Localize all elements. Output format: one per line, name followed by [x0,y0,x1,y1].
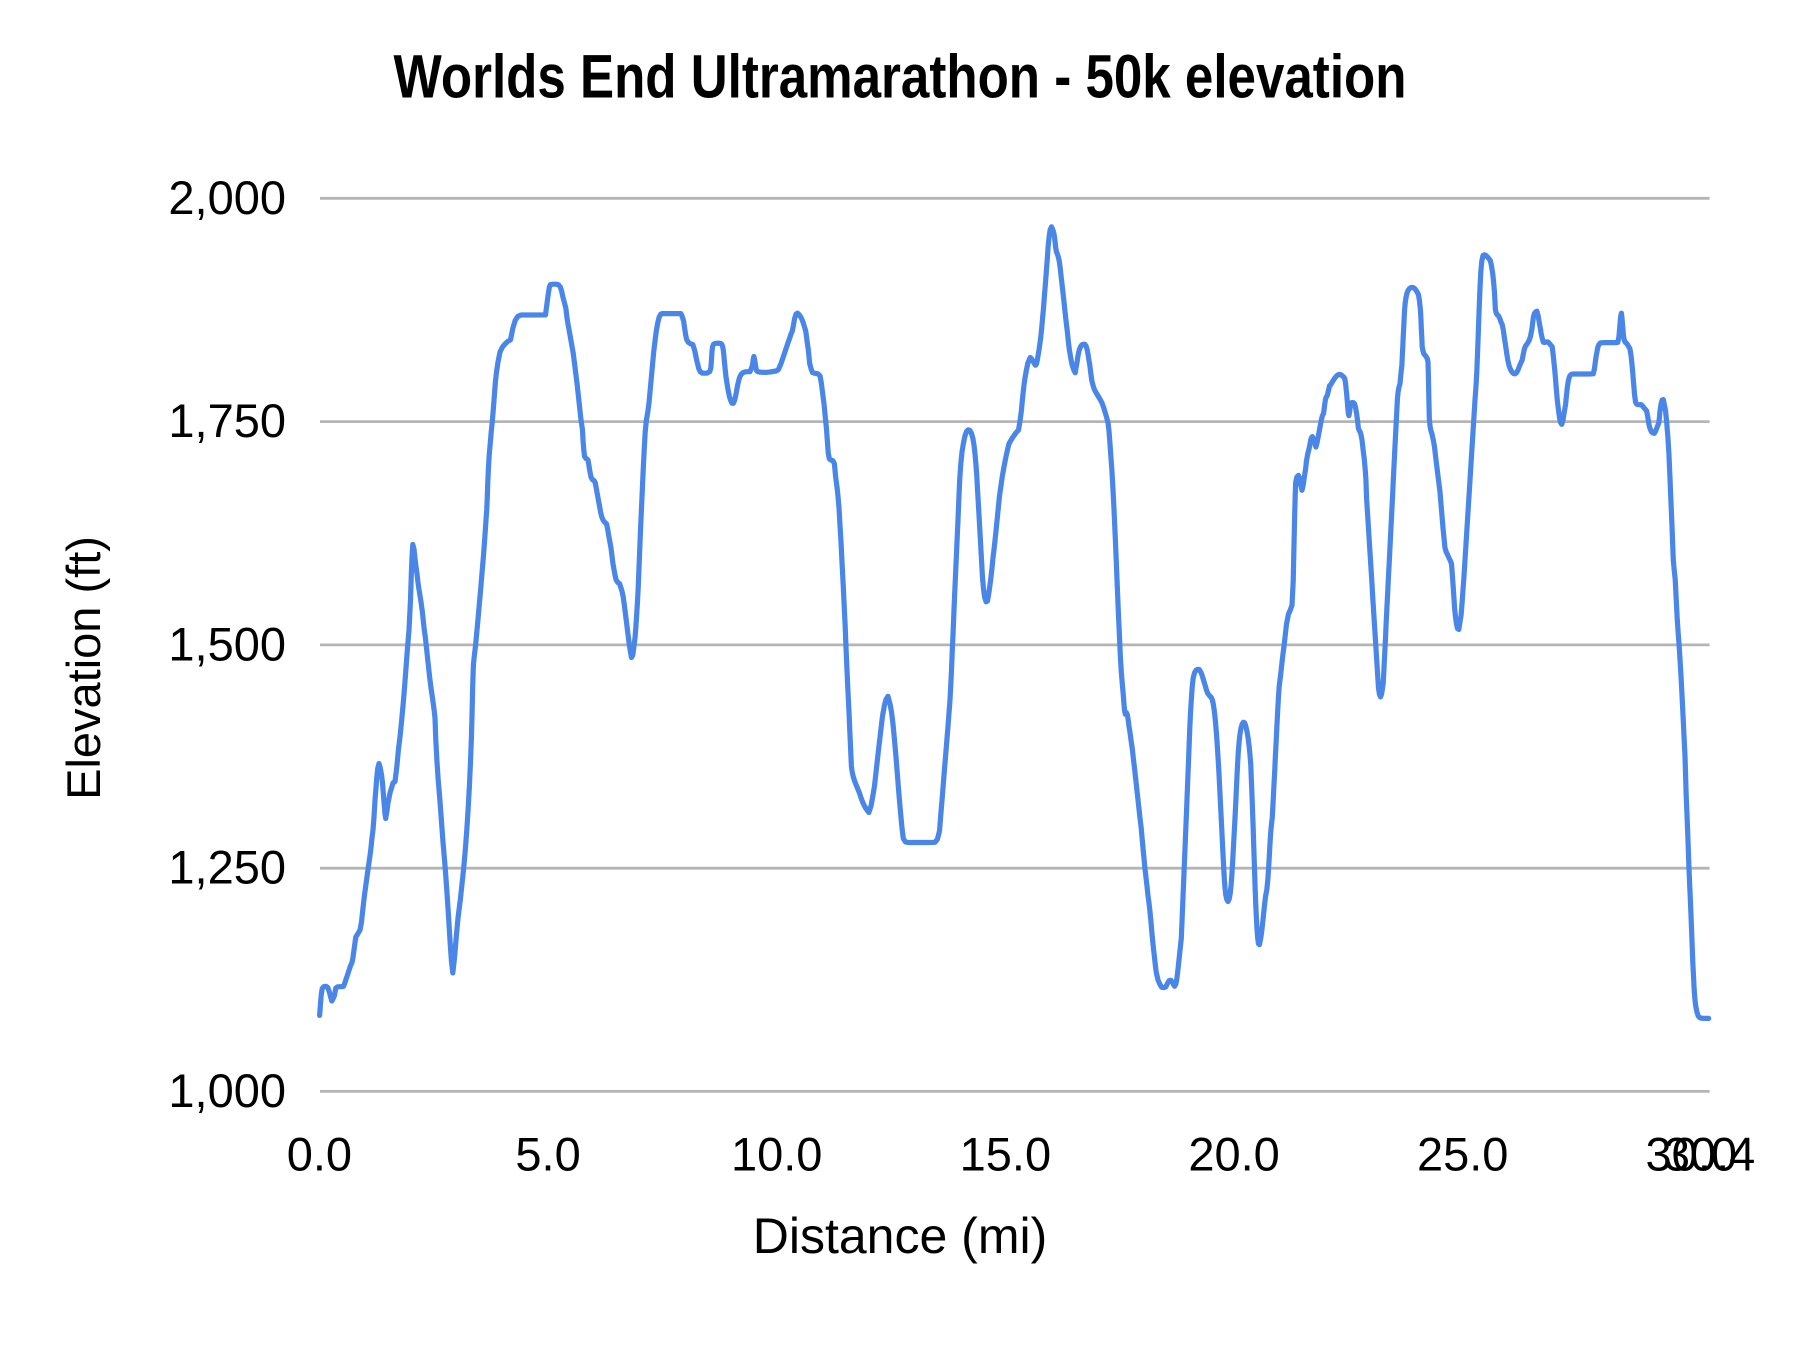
svg-text:30.0: 30.0 [1646,1128,1737,1181]
svg-text:0.0: 0.0 [287,1128,352,1181]
svg-text:5.0: 5.0 [515,1128,580,1181]
svg-text:25.0: 25.0 [1417,1128,1508,1181]
svg-text:1,500: 1,500 [168,617,286,670]
svg-text:20.0: 20.0 [1188,1128,1279,1181]
svg-text:1,000: 1,000 [168,1064,286,1117]
svg-text:Worlds End Ultramarathon - 50k: Worlds End Ultramarathon - 50k elevation [394,42,1407,110]
svg-text:15.0: 15.0 [960,1128,1051,1181]
svg-text:30.4: 30.4 [1664,1128,1755,1181]
svg-text:10.0: 10.0 [731,1128,822,1181]
svg-text:2,000: 2,000 [168,171,286,224]
svg-text:1,250: 1,250 [168,841,286,894]
svg-text:Distance (mi): Distance (mi) [753,1208,1047,1264]
svg-text:1,750: 1,750 [168,394,286,447]
svg-text:Elevation (ft): Elevation (ft) [57,536,110,800]
